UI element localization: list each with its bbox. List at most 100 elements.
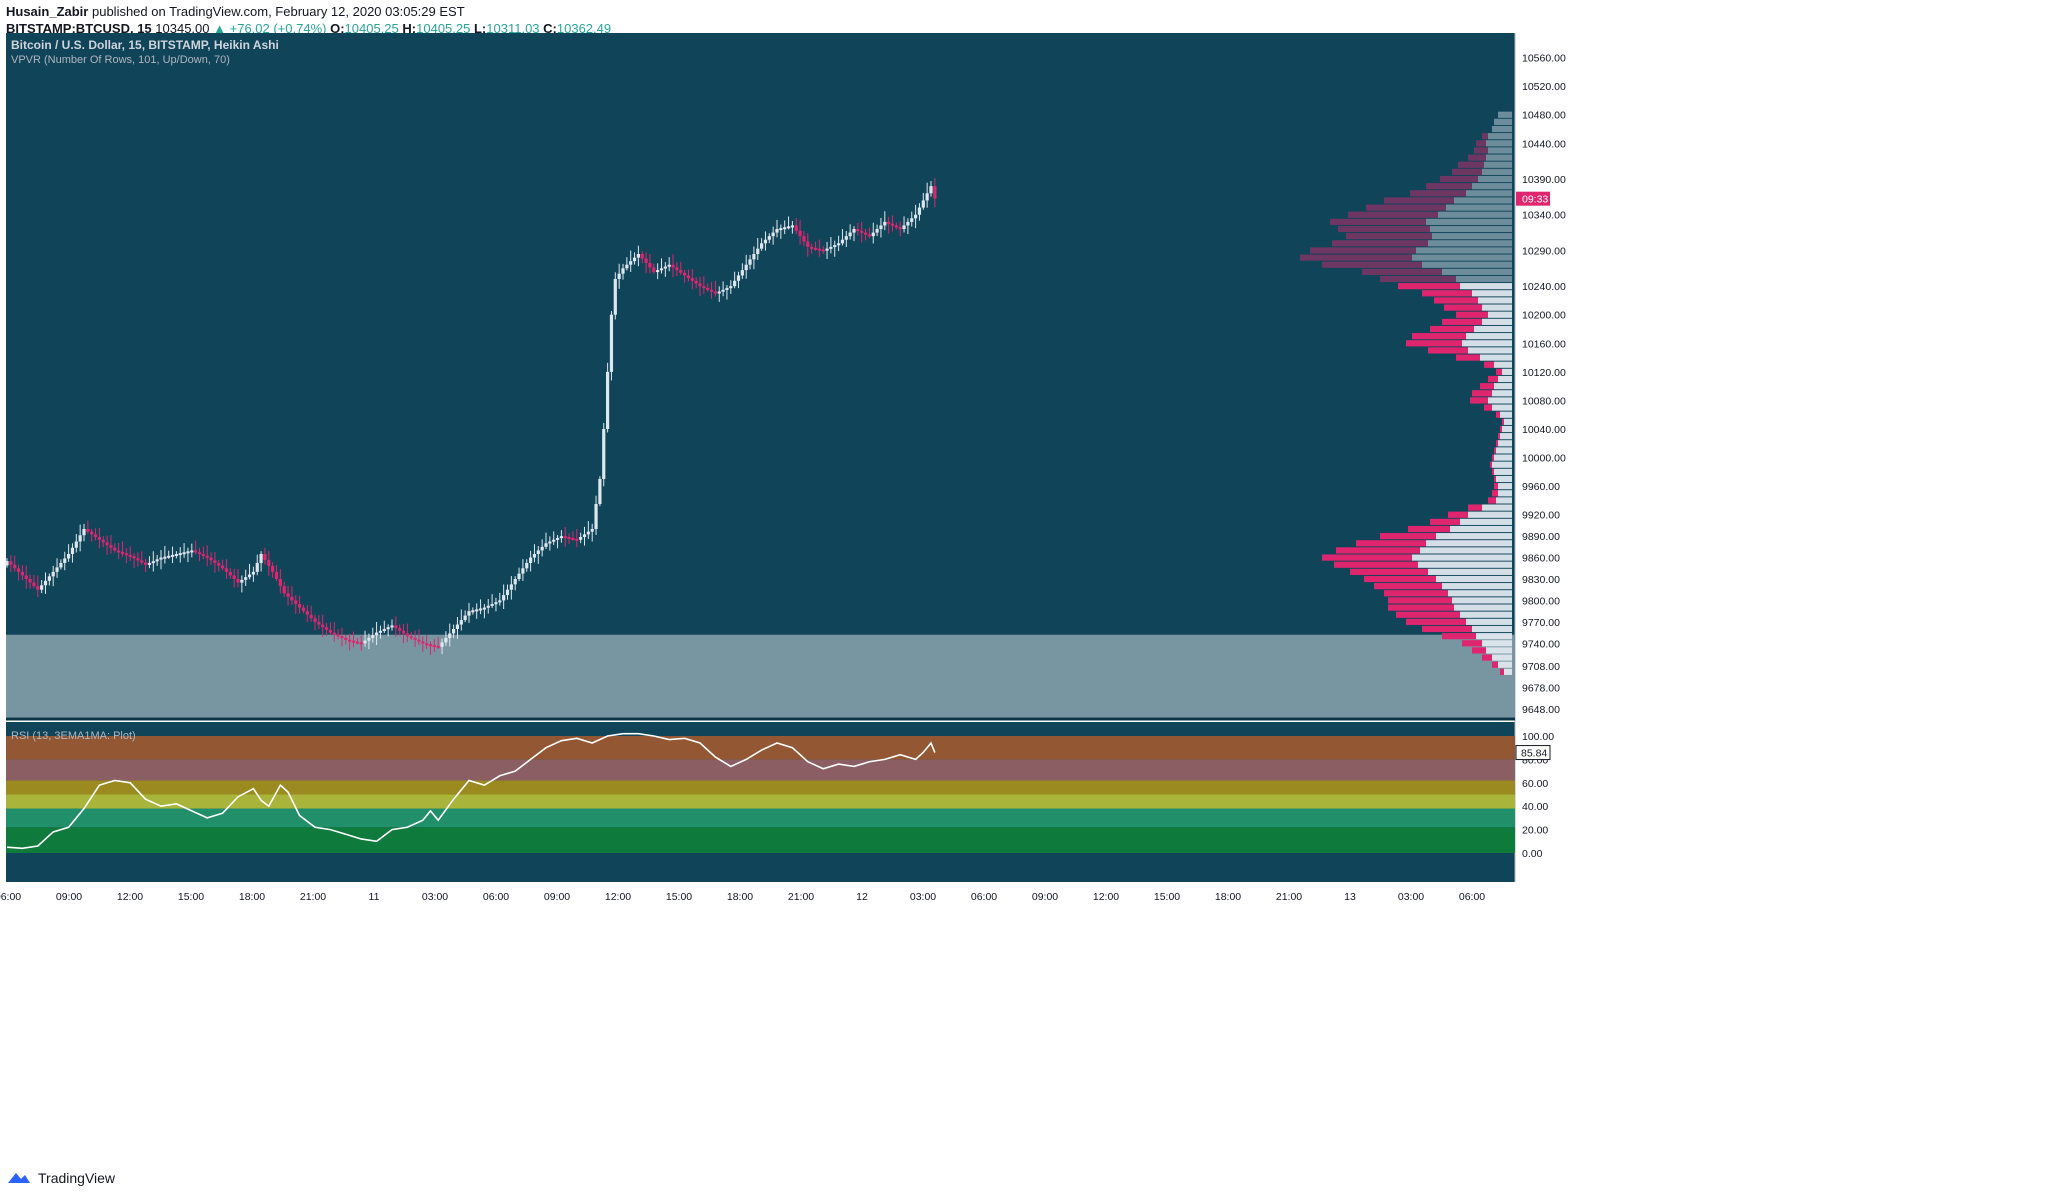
publisher-line: Husain_Zabir published on TradingView.co…	[6, 4, 465, 19]
candle-body	[656, 270, 660, 273]
time-tick-label: 12	[856, 891, 868, 903]
candle-body	[571, 537, 575, 540]
candle-body	[128, 554, 132, 557]
vpvr-up-bar	[1482, 640, 1512, 647]
candle-body	[863, 232, 868, 235]
candle-body	[67, 554, 71, 559]
symbol-name: BITSTAMP:BTCUSD, 15	[6, 21, 152, 36]
candle-body	[482, 607, 486, 610]
vpvr-down-bar	[1492, 490, 1498, 497]
price-tick-label: 9920.00	[1522, 510, 1560, 522]
candle-body	[9, 561, 13, 565]
vpvr-down-bar	[1412, 333, 1466, 340]
vpvr-down-bar	[1440, 175, 1478, 183]
candle-body	[455, 624, 460, 630]
candle-body	[779, 228, 783, 231]
vpvr-up-bar	[1426, 540, 1512, 547]
symbol-line: BITSTAMP:BTCUSD, 15 10345.00 ▲ +76.02 (+…	[6, 21, 611, 36]
candle-body	[93, 534, 98, 538]
vpvr-up-bar	[1456, 275, 1512, 283]
candle-body	[471, 610, 475, 613]
tradingview-footer[interactable]: TradingView	[6, 1169, 115, 1187]
candle-body	[240, 579, 244, 583]
close-value: 10362.49	[556, 21, 612, 36]
candle-body	[733, 280, 737, 287]
candle-body	[51, 571, 55, 577]
candle-body	[101, 539, 105, 543]
support-zone	[6, 634, 1515, 718]
vpvr-down-bar	[1448, 511, 1468, 518]
vpvr-down-bar	[1410, 190, 1466, 197]
vpvr-up-bar	[1448, 590, 1512, 597]
rsi-band	[6, 759, 1515, 781]
high-value: 10405.25	[416, 21, 471, 36]
candle-body	[290, 596, 294, 601]
price-tick-label: 10160.00	[1522, 338, 1566, 350]
candle-body	[771, 232, 775, 237]
rsi-tick-label: 20.00	[1522, 825, 1548, 837]
candle-body	[521, 568, 525, 574]
vpvr-up-bar	[1498, 111, 1512, 118]
vpvr-down-bar	[1300, 254, 1412, 261]
candle-body	[309, 614, 313, 619]
vpvr-down-bar	[1484, 404, 1492, 411]
vpvr-up-bar	[1478, 297, 1512, 304]
vpvr-up-bar	[1492, 654, 1512, 661]
rsi-last-tag	[1515, 745, 1551, 761]
candle-body	[113, 547, 117, 551]
candle-body	[698, 283, 702, 287]
candle-body	[744, 264, 748, 271]
candle-body	[513, 579, 517, 585]
candle-body	[663, 266, 667, 269]
vpvr-down-bar	[1452, 168, 1482, 175]
time-tick-label: 18:00	[239, 891, 265, 903]
candle-body	[694, 280, 698, 284]
candle-body	[263, 554, 267, 560]
time-tick-label: 06:00	[0, 891, 21, 903]
time-tick-label: 15:00	[666, 891, 692, 903]
price-tick-label: 9708.00	[1522, 661, 1560, 673]
candle-body	[305, 611, 309, 615]
candle-body	[221, 565, 225, 569]
vpvr-down-bar	[1338, 225, 1430, 233]
vpvr-up-bar	[1436, 533, 1512, 540]
candle-body	[925, 193, 929, 201]
vpvr-up-bar	[1418, 561, 1512, 568]
vpvr-up-bar	[1472, 183, 1512, 190]
candle-body	[617, 273, 621, 280]
candle-body	[428, 644, 433, 647]
candle-body	[378, 630, 383, 633]
author-name[interactable]: Husain_Zabir	[6, 4, 89, 19]
vpvr-up-bar	[1468, 511, 1512, 518]
candle-body	[367, 637, 371, 641]
candle-body	[852, 229, 856, 233]
candle-body	[813, 247, 818, 250]
candle-body	[894, 225, 898, 228]
vpvr-up-bar	[1492, 461, 1512, 468]
candle-body	[436, 645, 440, 648]
vpvr-up-bar	[1492, 390, 1512, 397]
price-tick-label: 10040.00	[1522, 424, 1566, 436]
candle-body	[898, 227, 902, 230]
vpvr-up-bar	[1412, 554, 1512, 561]
candle-body	[713, 291, 717, 294]
vpvr-up-bar	[1494, 383, 1512, 390]
price-tick-label: 10240.00	[1522, 281, 1566, 293]
vpvr-down-bar	[1426, 183, 1472, 190]
vpvr-up-bar	[1466, 618, 1512, 625]
candle-body	[355, 641, 359, 644]
candle-body	[155, 559, 159, 562]
vpvr-up-bar	[1496, 475, 1512, 483]
candle-body	[47, 576, 51, 581]
vpvr-up-bar	[1486, 154, 1512, 161]
price-tick-label: 10080.00	[1522, 395, 1566, 407]
vpvr-up-bar	[1492, 404, 1512, 411]
candle-body	[563, 536, 567, 539]
rsi-tick-label: 100.00	[1522, 731, 1554, 743]
candle-body	[274, 571, 279, 580]
candle-body	[860, 230, 864, 233]
price-tick-label: 10290.00	[1522, 245, 1566, 257]
candle-body	[582, 534, 587, 538]
vpvr-down-bar	[1482, 654, 1492, 661]
